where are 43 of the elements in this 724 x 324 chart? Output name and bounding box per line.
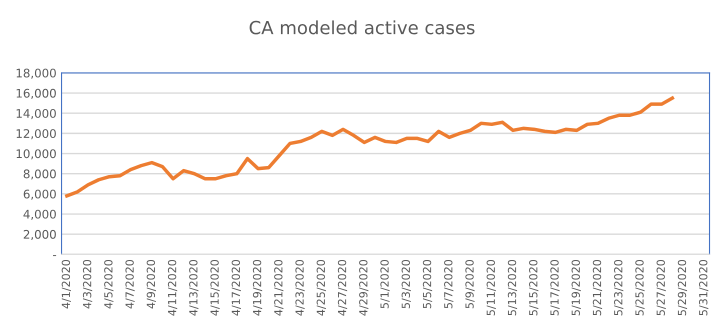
line-series xyxy=(65,96,674,198)
x-tick-label: 5/25/2020 xyxy=(635,260,645,316)
x-tick-label: 4/27/2020 xyxy=(338,260,348,316)
x-tick-label: 5/11/2020 xyxy=(486,260,496,316)
y-tick-label: 18,000 xyxy=(16,68,56,79)
x-tick-label: 4/1/2020 xyxy=(62,260,71,309)
x-tick-label: 4/23/2020 xyxy=(295,260,305,316)
y-tick-label: - xyxy=(52,255,56,256)
x-tick-label: 5/27/2020 xyxy=(656,260,666,316)
x-tick-label: 5/31/2020 xyxy=(699,260,708,316)
x-tick-label: 5/5/2020 xyxy=(422,260,432,308)
x-tick-label: 5/29/2020 xyxy=(678,260,688,316)
x-tick-label: 5/3/2020 xyxy=(402,260,411,308)
x-tick-label: 5/7/2020 xyxy=(444,260,454,308)
y-tick-label: 12,000 xyxy=(16,129,56,140)
x-tick-label: 4/25/2020 xyxy=(316,260,326,316)
y-tick-label: 16,000 xyxy=(16,88,56,99)
x-tick-label: 4/5/2020 xyxy=(104,260,114,309)
x-tick-label: 4/19/2020 xyxy=(252,260,262,316)
x-tick-label: 4/29/2020 xyxy=(359,260,368,316)
x-tick-label: 5/19/2020 xyxy=(572,260,581,316)
x-tick-label: 5/1/2020 xyxy=(380,260,390,308)
x-tick-label: 5/23/2020 xyxy=(614,260,624,316)
x-tick-label: 4/13/2020 xyxy=(189,260,198,316)
x-tick-label: 4/9/2020 xyxy=(146,260,156,309)
y-tick-label: 2,000 xyxy=(24,230,56,240)
x-tick-label: 4/3/2020 xyxy=(82,260,92,309)
x-tick-label: 5/15/2020 xyxy=(529,260,538,316)
x-tick-label: 5/17/2020 xyxy=(550,260,560,316)
y-tick-label: 10,000 xyxy=(16,149,56,160)
x-tick-label: 4/15/2020 xyxy=(210,260,220,316)
y-tick-label: 6,000 xyxy=(24,190,56,200)
chart-title: CA modeled active cases xyxy=(250,20,474,34)
y-tick-label: 14,000 xyxy=(16,108,56,120)
x-tick-label: 4/7/2020 xyxy=(125,260,135,309)
y-tick-label: 8,000 xyxy=(24,169,56,180)
x-tick-label: 4/17/2020 xyxy=(232,260,241,316)
x-tick-label: 4/21/2020 xyxy=(274,260,284,316)
x-tick-label: 5/21/2020 xyxy=(592,260,602,316)
x-tick-label: 4/11/2020 xyxy=(168,260,178,316)
x-tick-label: 5/13/2020 xyxy=(508,260,518,316)
x-tick-label: 5/9/2020 xyxy=(465,260,475,308)
y-tick-label: 4,000 xyxy=(23,210,56,220)
